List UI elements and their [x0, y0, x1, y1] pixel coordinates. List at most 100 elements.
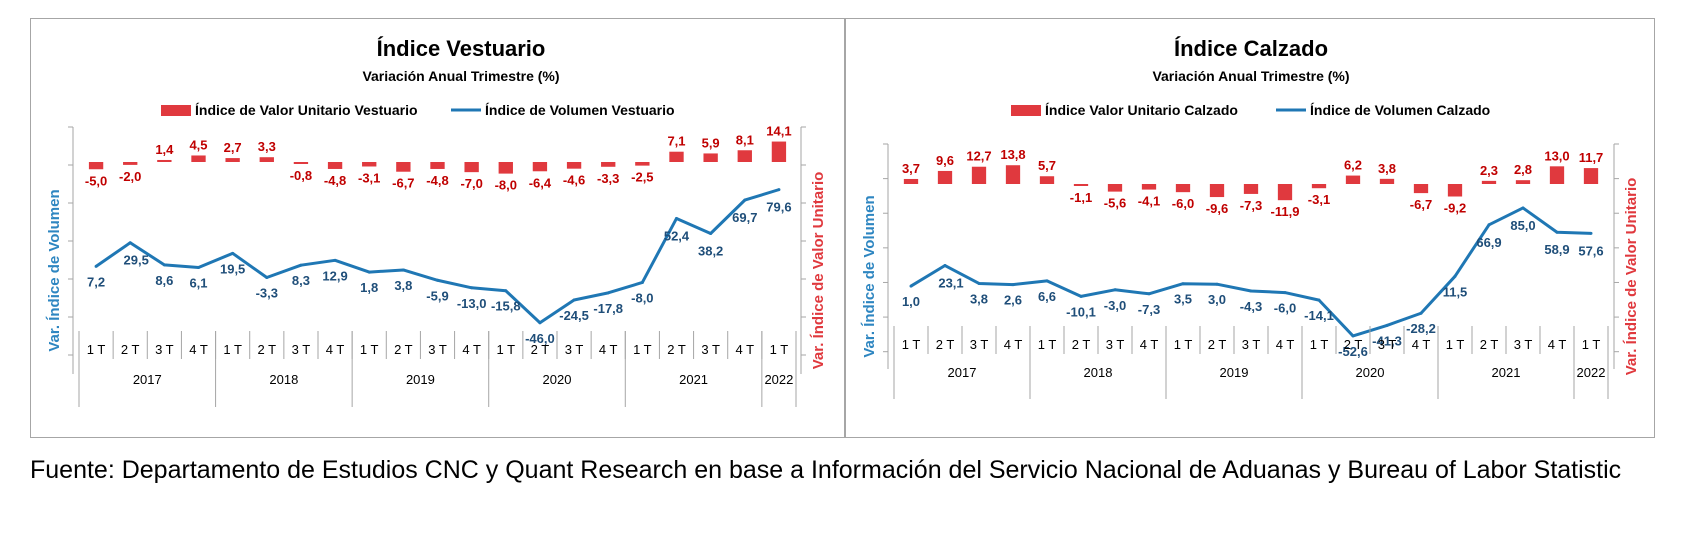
line-label-12: -6,0 — [1274, 301, 1296, 316]
volume-point-18 — [1487, 223, 1491, 227]
value-bar-19 — [1515, 180, 1531, 184]
value-bar-18 — [669, 151, 684, 162]
value-bar-6 — [259, 157, 274, 162]
value-bar-5 — [225, 158, 240, 162]
bar-label-15: 3,8 — [1378, 161, 1396, 176]
value-bar-4 — [191, 155, 206, 162]
volume-point-16 — [1419, 311, 1423, 315]
volume-point-21 — [1589, 231, 1593, 235]
volume-point-19 — [1521, 206, 1525, 210]
bar-label-21: 11,7 — [1579, 150, 1604, 165]
bar-label-18: 2,3 — [1480, 163, 1498, 178]
line-label-3: 8,6 — [155, 273, 173, 288]
quarter-label-1: 1 T — [87, 342, 106, 357]
line-label-16: -28,2 — [1406, 321, 1436, 336]
quarter-label-5: 1 T — [1038, 337, 1057, 352]
value-bar-16 — [1413, 184, 1429, 194]
volume-point-10 — [1215, 282, 1219, 286]
volume-point-6 — [265, 275, 269, 279]
quarter-label-2: 2 T — [121, 342, 140, 357]
bar-label-5: 5,7 — [1038, 158, 1056, 173]
quarter-label-9: 1 T — [1174, 337, 1193, 352]
bar-label-17: -9,2 — [1444, 201, 1466, 216]
value-bar-9 — [362, 162, 377, 167]
volume-point-21 — [777, 188, 781, 192]
bar-label-6: -1,1 — [1070, 190, 1092, 205]
line-label-17: 11,5 — [1443, 284, 1468, 299]
line-label-13: -15,8 — [491, 299, 521, 314]
volume-point-3 — [977, 281, 981, 285]
bar-label-13: -3,1 — [1308, 192, 1330, 207]
quarter-label-3: 3 T — [970, 337, 989, 352]
value-bar-14 — [1345, 175, 1361, 184]
value-bar-13 — [498, 162, 513, 174]
quarter-label-12: 4 T — [462, 342, 481, 357]
volume-point-4 — [197, 266, 200, 270]
year-label-2021: 2021 — [679, 372, 708, 387]
quarter-label-2: 2 T — [936, 337, 955, 352]
quarter-label-4: 4 T — [1004, 337, 1023, 352]
quarter-label-6: 2 T — [1072, 337, 1091, 352]
line-label-2: 23,1 — [938, 276, 963, 291]
line-label-19: 38,2 — [698, 244, 723, 259]
bar-label-8: -4,1 — [1138, 194, 1160, 209]
value-bar-17 — [1447, 184, 1463, 197]
quarter-label-21: 1 T — [1582, 337, 1601, 352]
quarter-label-15: 3 T — [565, 342, 584, 357]
value-bar-7 — [1107, 184, 1123, 192]
line-label-14: -46,0 — [525, 331, 555, 346]
quarter-label-18: 2 T — [667, 342, 686, 357]
volume-point-12 — [470, 286, 474, 290]
value-bar-21 — [771, 141, 787, 162]
year-label-2022: 2022 — [1577, 365, 1606, 380]
quarter-label-15: 3 T — [1378, 337, 1397, 352]
bar-label-9: -6,0 — [1172, 196, 1194, 211]
bar-label-17: -2,5 — [631, 170, 653, 185]
line-label-3: 3,8 — [970, 291, 988, 306]
quarter-label-20: 4 T — [736, 342, 755, 357]
value-bar-5 — [1039, 176, 1055, 184]
line-label-9: 1,8 — [360, 280, 378, 295]
value-bar-12 — [1277, 184, 1293, 201]
left-axis-title: Var. Índice de Volumen — [861, 195, 878, 357]
year-label-2021: 2021 — [1492, 365, 1521, 380]
year-label-2018: 2018 — [1084, 365, 1113, 380]
chart-title: Índice Vestuario — [377, 36, 546, 61]
bar-label-16: -6,7 — [1410, 197, 1432, 212]
quarter-label-1: 1 T — [902, 337, 921, 352]
value-bar-20 — [737, 150, 752, 162]
volume-point-8 — [333, 258, 337, 262]
bar-label-9: -3,1 — [358, 170, 380, 185]
volume-point-17 — [640, 280, 644, 284]
value-bar-12 — [464, 162, 479, 173]
bar-label-14: 6,2 — [1344, 158, 1362, 173]
line-label-8: 12,9 — [322, 268, 347, 283]
value-bar-11 — [1243, 184, 1259, 194]
legend-line-label: Índice de Volumen Vestuario — [485, 102, 675, 118]
quarter-label-14: 2 T — [531, 342, 550, 357]
line-label-8: -7,3 — [1138, 302, 1160, 317]
value-bar-1 — [88, 162, 104, 170]
volume-point-5 — [1045, 279, 1049, 283]
bar-label-2: 9,6 — [936, 153, 954, 168]
volume-point-4 — [1011, 283, 1015, 287]
bar-label-18: 7,1 — [667, 134, 685, 149]
line-label-1: 7,2 — [87, 274, 105, 289]
legend-bar-swatch — [161, 105, 191, 116]
quarter-label-16: 4 T — [599, 342, 618, 357]
bar-label-16: -3,3 — [597, 171, 619, 186]
volume-point-19 — [709, 232, 713, 236]
volume-point-14 — [1351, 334, 1355, 338]
volume-point-9 — [367, 270, 371, 274]
chart-title: Índice Calzado — [1174, 36, 1328, 61]
line-label-20: 69,7 — [732, 210, 757, 225]
line-label-21: 57,6 — [1578, 243, 1603, 258]
bar-label-14: -6,4 — [529, 175, 552, 190]
bar-label-6: 3,3 — [258, 139, 276, 154]
quarter-label-20: 4 T — [1548, 337, 1567, 352]
quarter-label-17: 1 T — [633, 342, 652, 357]
line-label-9: 3,5 — [1174, 292, 1192, 307]
volume-point-13 — [1317, 298, 1321, 302]
line-label-10: 3,0 — [1208, 292, 1226, 307]
value-bar-10 — [396, 162, 411, 172]
